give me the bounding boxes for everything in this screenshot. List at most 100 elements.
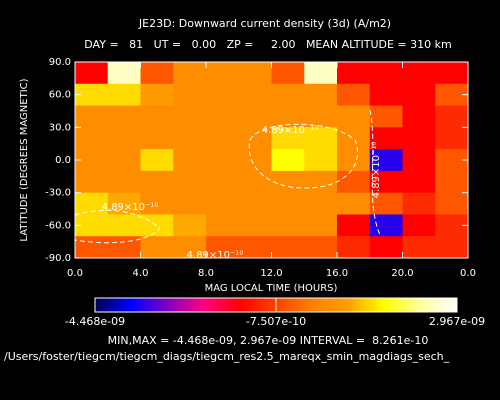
colorbar-segment — [426, 298, 431, 312]
cell — [173, 127, 207, 150]
colorbar-segment — [116, 298, 120, 312]
colorbar-segment — [257, 298, 262, 312]
colorbar-segment — [390, 298, 395, 312]
cell — [271, 83, 305, 107]
y-tick-label: -60.0 — [45, 220, 71, 231]
colorbar-segment — [354, 298, 358, 312]
colorbar-segment — [351, 298, 355, 312]
cell — [435, 192, 469, 215]
colorbar-segment — [161, 298, 165, 312]
colorbar-segment — [143, 298, 147, 312]
colorbar-segment — [194, 298, 199, 312]
colorbar-segment — [453, 298, 458, 312]
cell — [173, 62, 207, 85]
cell — [402, 83, 436, 107]
cell — [402, 214, 436, 237]
colorbar-segment — [200, 298, 205, 312]
colorbar-segment — [348, 298, 352, 312]
cell — [337, 127, 371, 150]
colorbar-segment — [119, 298, 123, 312]
colorbar-segment — [366, 298, 371, 312]
x-tick-label: 0.0 — [67, 268, 83, 279]
colorbar-segment — [372, 298, 377, 312]
colorbar-segment — [149, 298, 153, 312]
cell — [337, 170, 371, 194]
cell — [337, 149, 371, 172]
colorbar-segment — [336, 298, 340, 312]
cell — [140, 192, 174, 215]
cell — [435, 105, 469, 128]
cell — [238, 192, 272, 215]
cell — [206, 83, 240, 107]
cell — [369, 105, 403, 128]
file-path: /Users/foster/tiegcm/tiegcm_diags/tiegcm… — [4, 350, 450, 363]
cell — [271, 127, 305, 150]
colorbar-segment — [266, 298, 271, 312]
cell — [107, 192, 141, 215]
colorbar-segment — [360, 298, 364, 312]
colorbar-segment — [339, 298, 343, 312]
cell — [238, 214, 272, 237]
cell — [435, 170, 469, 194]
contour-line — [248, 123, 359, 189]
cell — [435, 149, 469, 172]
x-axis-label: MAG LOCAL TIME (HOURS) — [205, 283, 338, 294]
colorbar-tick-label: 2.967e-09 — [429, 315, 485, 328]
colorbar-segment — [221, 298, 226, 312]
colorbar-segment — [131, 298, 135, 312]
colorbar-segment — [318, 298, 322, 312]
cell — [304, 149, 338, 172]
cell — [337, 83, 371, 107]
colorbar-segment — [233, 298, 238, 312]
y-tick-label: -30.0 — [45, 188, 71, 199]
colorbar-segment — [297, 298, 301, 312]
x-tick-label: 8.0 — [198, 268, 214, 279]
cell — [304, 62, 338, 85]
colorbar-segment — [375, 298, 380, 312]
y-tick-label: 0.0 — [55, 155, 71, 166]
colorbar-segment — [125, 298, 129, 312]
cell — [238, 127, 272, 150]
colorbar-segment — [218, 298, 223, 312]
y-axis-label: LATITUDE (DEGREES MAGNETIC) — [19, 78, 30, 241]
colorbar-segment — [300, 298, 304, 312]
colorbar-segment — [113, 298, 117, 312]
colorbar-segment — [285, 298, 289, 312]
cell — [206, 236, 240, 259]
cell — [271, 170, 305, 194]
cell — [369, 62, 403, 85]
colorbar-segment — [408, 298, 413, 312]
cell — [173, 192, 207, 215]
colorbar-segment — [315, 298, 319, 312]
cell — [173, 170, 207, 194]
colorbar-segment — [191, 298, 196, 312]
colorbar-segment — [396, 298, 401, 312]
cell — [304, 192, 338, 215]
cell — [140, 214, 174, 237]
cell — [140, 127, 174, 150]
cell — [206, 105, 240, 128]
cell — [369, 192, 403, 215]
cell — [337, 105, 371, 128]
colorbar-segment — [345, 298, 349, 312]
colorbar-segment — [176, 298, 180, 312]
colorbar-segment — [167, 298, 171, 312]
colorbar-segment — [327, 298, 331, 312]
cell — [369, 127, 403, 150]
cell — [107, 214, 141, 237]
colorbar-segment — [435, 298, 440, 312]
x-tick-label: 20.0 — [391, 268, 413, 279]
cell — [75, 83, 109, 107]
colorbar-segment — [450, 298, 455, 312]
colorbar-segment — [429, 298, 434, 312]
colorbar-segment — [405, 298, 410, 312]
colorbar-segment — [122, 298, 126, 312]
cell — [238, 83, 272, 107]
colorbar-segment — [158, 298, 162, 312]
cell — [206, 214, 240, 237]
cell — [206, 170, 240, 194]
colorbar-segment — [182, 298, 186, 312]
colorbar-segment — [324, 298, 328, 312]
